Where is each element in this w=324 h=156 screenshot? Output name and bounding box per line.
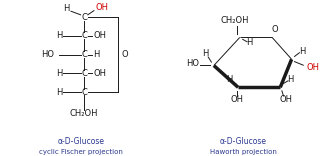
Text: O: O — [122, 50, 128, 59]
Text: H: H — [299, 47, 305, 56]
Text: O: O — [271, 24, 278, 34]
Text: H: H — [93, 50, 99, 59]
Text: C: C — [81, 13, 87, 22]
Text: H: H — [63, 4, 70, 13]
Text: OH: OH — [93, 69, 106, 78]
Text: Haworth projection: Haworth projection — [210, 149, 276, 155]
Text: C: C — [81, 50, 87, 59]
Text: OH: OH — [93, 31, 106, 40]
Text: H: H — [288, 75, 294, 84]
Text: H: H — [202, 49, 209, 58]
Text: OH: OH — [230, 95, 243, 104]
Text: C: C — [81, 69, 87, 78]
Text: α-D-Glucose: α-D-Glucose — [219, 137, 267, 146]
Text: H: H — [56, 88, 62, 97]
Text: H: H — [56, 69, 62, 78]
Text: CH₂OH: CH₂OH — [221, 16, 249, 25]
Text: C: C — [81, 88, 87, 97]
Text: H: H — [226, 75, 232, 84]
Text: OH: OH — [306, 63, 319, 72]
Text: CH₂OH: CH₂OH — [70, 109, 98, 118]
Text: cyclic Fischer projection: cyclic Fischer projection — [39, 149, 123, 155]
Text: H: H — [56, 31, 62, 40]
Text: α-D-Glucose: α-D-Glucose — [57, 137, 105, 146]
Text: HO: HO — [41, 50, 54, 59]
Text: C: C — [81, 31, 87, 40]
Text: OH: OH — [96, 2, 109, 12]
Text: HO: HO — [186, 59, 199, 68]
Text: H: H — [246, 38, 253, 47]
Text: OH: OH — [279, 95, 293, 104]
